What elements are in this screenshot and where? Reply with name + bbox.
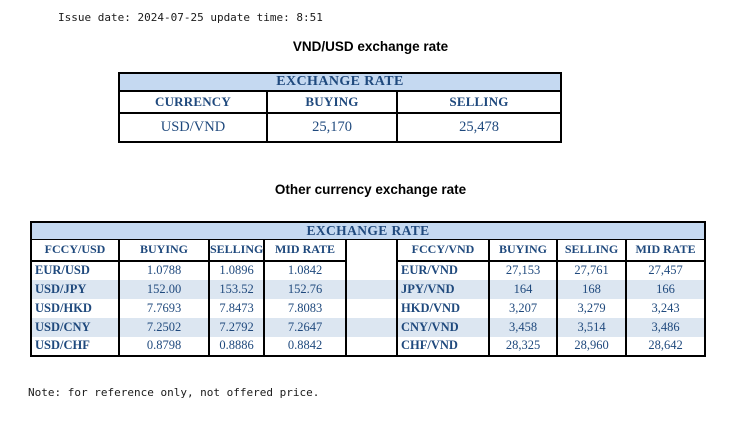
- mid-rate-cell: 3,486: [624, 317, 707, 337]
- col-header-currency: CURRENCY: [118, 90, 268, 114]
- selling-rate-cell: 28,960: [556, 336, 627, 356]
- buying-rate-cell: 7.2502: [118, 317, 210, 337]
- buying-rate-cell: 27,153: [488, 260, 558, 280]
- spacer-cell: [345, 239, 398, 261]
- table-row: EUR/USD 1.0788 1.0896 1.0842 EUR/VND 27,…: [30, 260, 707, 280]
- usd-vnd-rate-table: EXCHANGE RATE CURRENCY BUYING SELLING US…: [118, 72, 562, 143]
- spacer-cell: [345, 279, 398, 299]
- selling-rate-cell: 168: [556, 279, 627, 299]
- currency-pair-cell: HKD/VND: [396, 298, 490, 318]
- selling-rate-cell: 7.8473: [208, 298, 265, 318]
- table-row: USD/VND 25,170 25,478: [118, 112, 562, 143]
- selling-rate-cell: 27,761: [556, 260, 627, 280]
- other-table-title: Other currency exchange rate: [274, 182, 467, 197]
- buying-rate-cell: 152.00: [118, 279, 210, 299]
- table-header-row: CURRENCY BUYING SELLING: [118, 90, 562, 114]
- mid-rate-cell: 166: [624, 279, 707, 299]
- selling-rate-cell: 25,478: [396, 112, 562, 143]
- table-row: USD/CNY 7.2502 7.2792 7.2647 CNY/VND 3,4…: [30, 317, 707, 337]
- currency-pair-cell: CNY/VND: [396, 317, 490, 337]
- currency-pair-cell: USD/JPY: [30, 279, 120, 299]
- table-band-row: EXCHANGE RATE: [119, 73, 561, 92]
- buying-rate-cell: 3,458: [488, 317, 558, 337]
- selling-rate-cell: 3,279: [556, 298, 627, 318]
- selling-rate-cell: 0.8886: [208, 336, 265, 356]
- table-row: USD/JPY 152.00 153.52 152.76 JPY/VND 164…: [30, 279, 707, 299]
- buying-rate-cell: 1.0788: [118, 260, 210, 280]
- col-header-fccy-usd: FCCY/USD: [30, 239, 120, 262]
- currency-pair-cell: EUR/USD: [30, 260, 120, 280]
- note-line: Note: for reference only, not offered pr…: [28, 386, 320, 399]
- buying-rate-cell: 25,170: [266, 112, 398, 143]
- col-header-selling-right: SELLING: [556, 239, 627, 262]
- selling-rate-cell: 1.0896: [208, 260, 265, 280]
- exchange-rate-band: EXCHANGE RATE: [29, 222, 707, 240]
- mid-rate-cell: 7.2647: [263, 317, 347, 337]
- buying-rate-cell: 164: [488, 279, 558, 299]
- col-header-midrate-left: MID RATE: [263, 239, 347, 262]
- col-header-selling: SELLING: [396, 90, 562, 114]
- currency-pair-cell: USD/CHF: [30, 336, 120, 356]
- table-row: USD/CHF 0.8798 0.8886 0.8842 CHF/VND 28,…: [30, 336, 707, 356]
- buying-rate-cell: 0.8798: [118, 336, 210, 356]
- mid-rate-cell: 28,642: [624, 336, 707, 356]
- other-currency-rate-table: EXCHANGE RATE FCCY/USD BUYING SELLING MI…: [29, 221, 707, 357]
- selling-rate-cell: 153.52: [208, 279, 265, 299]
- col-header-buying-left: BUYING: [118, 239, 210, 262]
- currency-pair-cell: CHF/VND: [396, 336, 490, 356]
- spacer-cell: [345, 336, 398, 356]
- currency-pair-cell: EUR/VND: [396, 260, 490, 280]
- spacer-cell: [345, 298, 398, 318]
- table-header-row: FCCY/USD BUYING SELLING MID RATE FCCY/VN…: [30, 239, 707, 262]
- currency-pair-cell: JPY/VND: [396, 279, 490, 299]
- buying-rate-cell: 3,207: [488, 298, 558, 318]
- selling-rate-cell: 3,514: [556, 317, 627, 337]
- table-row: USD/HKD 7.7693 7.8473 7.8083 HKD/VND 3,2…: [30, 298, 707, 318]
- spacer-cell: [345, 260, 398, 280]
- col-header-buying: BUYING: [266, 90, 398, 114]
- currency-pair-cell: USD/CNY: [30, 317, 120, 337]
- col-header-fccy-vnd: FCCY/VND: [396, 239, 490, 262]
- mid-rate-cell: 27,457: [624, 260, 707, 280]
- mid-rate-cell: 7.8083: [263, 298, 347, 318]
- spacer-cell: [345, 317, 398, 337]
- usd-table-title: VND/USD exchange rate: [292, 39, 449, 54]
- issue-date-line: Issue date: 2024-07-25 update time: 8:51: [58, 11, 323, 24]
- currency-pair-cell: USD/VND: [118, 112, 268, 143]
- mid-rate-cell: 152.76: [263, 279, 347, 299]
- col-header-midrate-right: MID RATE: [624, 239, 707, 262]
- exchange-rate-band: EXCHANGE RATE: [119, 73, 561, 92]
- buying-rate-cell: 7.7693: [118, 298, 210, 318]
- buying-rate-cell: 28,325: [488, 336, 558, 356]
- mid-rate-cell: 0.8842: [263, 336, 347, 356]
- mid-rate-cell: 3,243: [624, 298, 707, 318]
- selling-rate-cell: 7.2792: [208, 317, 265, 337]
- table-band-row: EXCHANGE RATE: [29, 222, 707, 240]
- mid-rate-cell: 1.0842: [263, 260, 347, 280]
- currency-pair-cell: USD/HKD: [30, 298, 120, 318]
- col-header-buying-right: BUYING: [488, 239, 558, 262]
- col-header-selling-left: SELLING: [208, 239, 265, 262]
